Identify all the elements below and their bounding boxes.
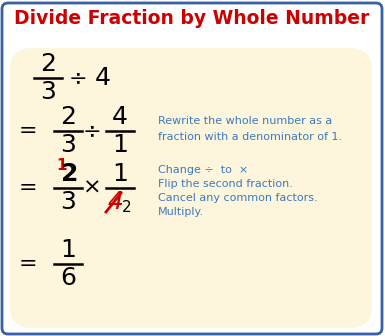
Text: 2: 2 <box>60 105 76 129</box>
Text: 3: 3 <box>40 80 56 104</box>
Text: ×: × <box>83 178 101 198</box>
Text: 1: 1 <box>60 238 76 262</box>
Text: 4: 4 <box>112 105 128 129</box>
Text: 3: 3 <box>60 190 76 214</box>
Text: ÷: ÷ <box>83 121 101 141</box>
Text: 3: 3 <box>60 133 76 157</box>
FancyBboxPatch shape <box>10 48 372 328</box>
Text: Rewrite the whole number as a: Rewrite the whole number as a <box>158 116 332 126</box>
Text: 2: 2 <box>122 201 132 215</box>
Text: 2: 2 <box>61 162 79 186</box>
Text: =: = <box>19 254 37 274</box>
Text: 4: 4 <box>107 190 123 214</box>
Text: 4: 4 <box>95 66 111 90</box>
Text: 1: 1 <box>112 133 128 157</box>
Text: Change ÷  to  ×: Change ÷ to × <box>158 165 248 175</box>
Text: Multiply.: Multiply. <box>158 207 204 217</box>
Text: 6: 6 <box>60 266 76 290</box>
Text: 2: 2 <box>40 52 56 76</box>
Text: Cancel any common factors.: Cancel any common factors. <box>158 193 318 203</box>
Text: ÷: ÷ <box>69 68 87 88</box>
Text: Divide Fraction by Whole Number: Divide Fraction by Whole Number <box>14 8 370 28</box>
Text: =: = <box>19 178 37 198</box>
Text: =: = <box>19 121 37 141</box>
Text: fraction with a denominator of 1.: fraction with a denominator of 1. <box>158 132 342 142</box>
Text: 1: 1 <box>57 159 67 173</box>
Text: Flip the second fraction.: Flip the second fraction. <box>158 179 293 189</box>
Text: 1: 1 <box>112 162 128 186</box>
